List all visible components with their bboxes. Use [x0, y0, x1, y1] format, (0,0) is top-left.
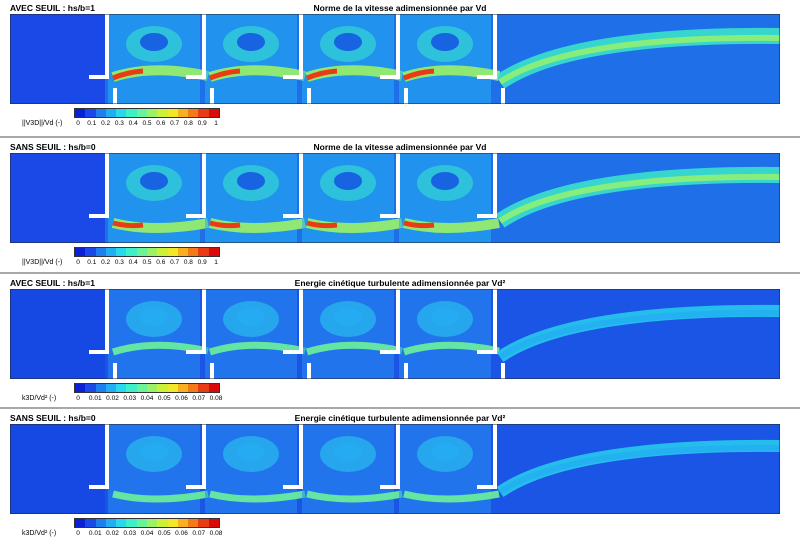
colorbar-tick: 0.5 — [142, 259, 152, 266]
colorbar-tick: 0.03 — [123, 395, 137, 402]
colorbar-tick: 0 — [76, 120, 80, 127]
colorbar-tick: 0.05 — [157, 530, 171, 537]
colorbar-tick: 0.02 — [106, 395, 119, 402]
colorbar-tick: 0.04 — [140, 530, 154, 537]
colorbar-tick: 0.4 — [128, 259, 138, 266]
colorbar-tick: 0.7 — [170, 259, 180, 266]
velocity-field-plot — [10, 14, 780, 104]
colorbar-tick: 0.1 — [87, 259, 97, 266]
panel-tke-with-sill: AVEC SEUIL : hs/b=1 Energie cinétique tu… — [0, 275, 800, 407]
colorbar-tick: 0.4 — [128, 120, 138, 127]
colorbar-tick: 0.2 — [101, 259, 111, 266]
colorbar-tick: 0.5 — [142, 120, 152, 127]
colorbar-tick: 1 — [214, 120, 218, 127]
colorbar-label: ||V3D||/Vd (-) — [22, 120, 63, 127]
colorbar-tick: 0.06 — [175, 395, 188, 402]
colorbar — [74, 383, 220, 393]
panel-velocity-without-sill: SANS SEUIL : hs/b=0 Norme de la vitesse … — [0, 139, 800, 272]
colorbar-ticks: 0 0.1 0.2 0.3 0.4 0.5 0.6 0.7 0.8 0.9 1 — [74, 259, 220, 269]
panel-tke-without-sill: SANS SEUIL : hs/b=0 Energie cinétique tu… — [0, 410, 800, 546]
panel-divider — [0, 136, 800, 138]
panel-divider — [0, 407, 800, 409]
colorbar-tick: 0.6 — [156, 259, 166, 266]
colorbar-tick: 1 — [214, 259, 218, 266]
panel-title: Norme de la vitesse adimensionnée par Vd — [313, 3, 487, 13]
colorbar-tick: 0.7 — [170, 120, 180, 127]
colorbar-tick: 0.01 — [88, 395, 102, 402]
colorbar-tick: 0.08 — [209, 395, 223, 402]
colorbar-tick: 0.8 — [183, 120, 193, 127]
colorbar-tick: 0.9 — [197, 120, 207, 127]
colorbar-tick: 0.03 — [123, 530, 137, 537]
colorbar-tick: 0.02 — [106, 530, 119, 537]
colorbar-tick: 0 — [76, 259, 80, 266]
colorbar-tick: 0.08 — [209, 530, 223, 537]
colorbar-tick: 0 — [76, 395, 80, 402]
tke-field-plot — [10, 289, 780, 379]
colorbar-tick: 0.3 — [114, 120, 124, 127]
colorbar-tick: 0.07 — [192, 530, 206, 537]
case-label: SANS SEUIL : hs/b=0 — [10, 413, 96, 423]
colorbar-tick: 0.2 — [101, 120, 111, 127]
colorbar — [74, 247, 220, 257]
panel-title: Energie cinétique turbulente adimensionn… — [294, 278, 506, 288]
colorbar-label: k3D/Vd² (-) — [22, 395, 57, 402]
colorbar-tick: 0.6 — [156, 120, 166, 127]
case-label: AVEC SEUIL : hs/b=1 — [10, 3, 95, 13]
colorbar-tick: 0.04 — [140, 395, 154, 402]
colorbar-tick: 0.01 — [88, 530, 102, 537]
case-label: SANS SEUIL : hs/b=0 — [10, 142, 96, 152]
colorbar-tick: 0.8 — [183, 259, 193, 266]
tke-field-plot — [10, 424, 780, 514]
colorbar — [74, 108, 220, 118]
panel-title: Norme de la vitesse adimensionnée par Vd — [313, 142, 487, 152]
colorbar-label: k3D/Vd² (-) — [22, 530, 57, 537]
colorbar-tick: 0.3 — [114, 259, 124, 266]
colorbar-tick: 0.9 — [197, 259, 207, 266]
case-label: AVEC SEUIL : hs/b=1 — [10, 278, 95, 288]
colorbar-label: ||V3D||/Vd (-) — [22, 259, 63, 266]
colorbar-ticks: 0 0.01 0.02 0.03 0.04 0.05 0.06 0.07 0.08 — [74, 395, 223, 405]
colorbar-ticks: 0 0.01 0.02 0.03 0.04 0.05 0.06 0.07 0.08 — [74, 530, 223, 540]
colorbar-tick: 0 — [76, 530, 80, 537]
colorbar-tick: 0.07 — [192, 395, 206, 402]
panel-divider — [0, 272, 800, 274]
colorbar-tick: 0.06 — [175, 530, 188, 537]
panel-title: Energie cinétique turbulente adimensionn… — [294, 413, 506, 423]
panel-velocity-with-sill: AVEC SEUIL : hs/b=1 Norme de la vitesse … — [0, 0, 800, 136]
velocity-field-plot — [10, 153, 780, 243]
colorbar — [74, 518, 220, 528]
colorbar-tick: 0.05 — [157, 395, 171, 402]
colorbar-ticks: 0 0.1 0.2 0.3 0.4 0.5 0.6 0.7 0.8 0.9 1 — [74, 120, 220, 130]
colorbar-tick: 0.1 — [87, 120, 97, 127]
